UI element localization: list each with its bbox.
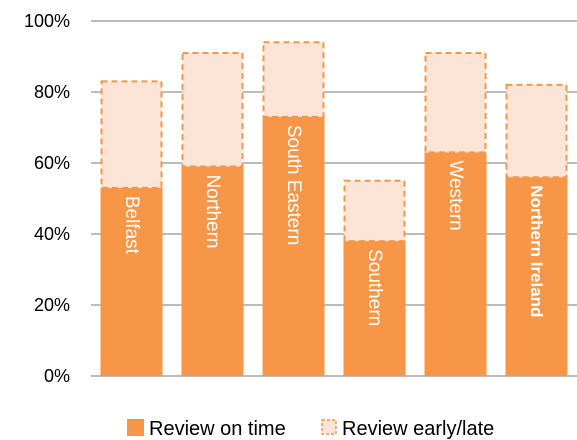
bar-early-late — [181, 51, 244, 168]
gridlines — [91, 20, 577, 377]
y-tick-label: 40% — [34, 224, 70, 244]
legend-label-early-late: Review early/late — [342, 418, 494, 440]
legend-swatch-early-late — [321, 419, 337, 435]
bar-on-time — [262, 116, 325, 376]
category-label: South Eastern — [283, 125, 304, 245]
category-label: Belfast — [121, 196, 142, 255]
bar-early-late — [424, 51, 487, 154]
bar-early-late — [262, 41, 325, 118]
y-axis-ticks: 0% 20% 40% 60% 80% 100% — [24, 11, 70, 386]
y-tick-label: 80% — [34, 82, 70, 102]
bar-early-late — [343, 179, 406, 243]
legend: Review on time Review early/late — [127, 418, 494, 440]
category-label: Southern — [364, 249, 385, 326]
bars — [100, 41, 568, 376]
category-label: Northern Ireland — [527, 185, 546, 317]
legend-label-on-time: Review on time — [149, 418, 286, 440]
bar-on-time — [505, 177, 568, 376]
bar-early-late — [505, 83, 568, 179]
y-tick-label: 60% — [34, 153, 70, 173]
bar-on-time — [100, 187, 163, 376]
y-tick-label: 100% — [24, 11, 70, 31]
bar-on-time — [424, 152, 487, 376]
category-labels: Belfast Northern South Eastern Southern West… — [121, 125, 546, 326]
category-label: Northern — [202, 175, 223, 249]
bar-early-late — [100, 80, 163, 189]
bar-on-time — [181, 166, 244, 376]
y-tick-label: 20% — [34, 295, 70, 315]
category-label: Western — [445, 160, 466, 230]
bar-on-time — [343, 241, 406, 376]
y-tick-label: 0% — [44, 366, 70, 386]
legend-swatch-on-time — [127, 419, 144, 436]
